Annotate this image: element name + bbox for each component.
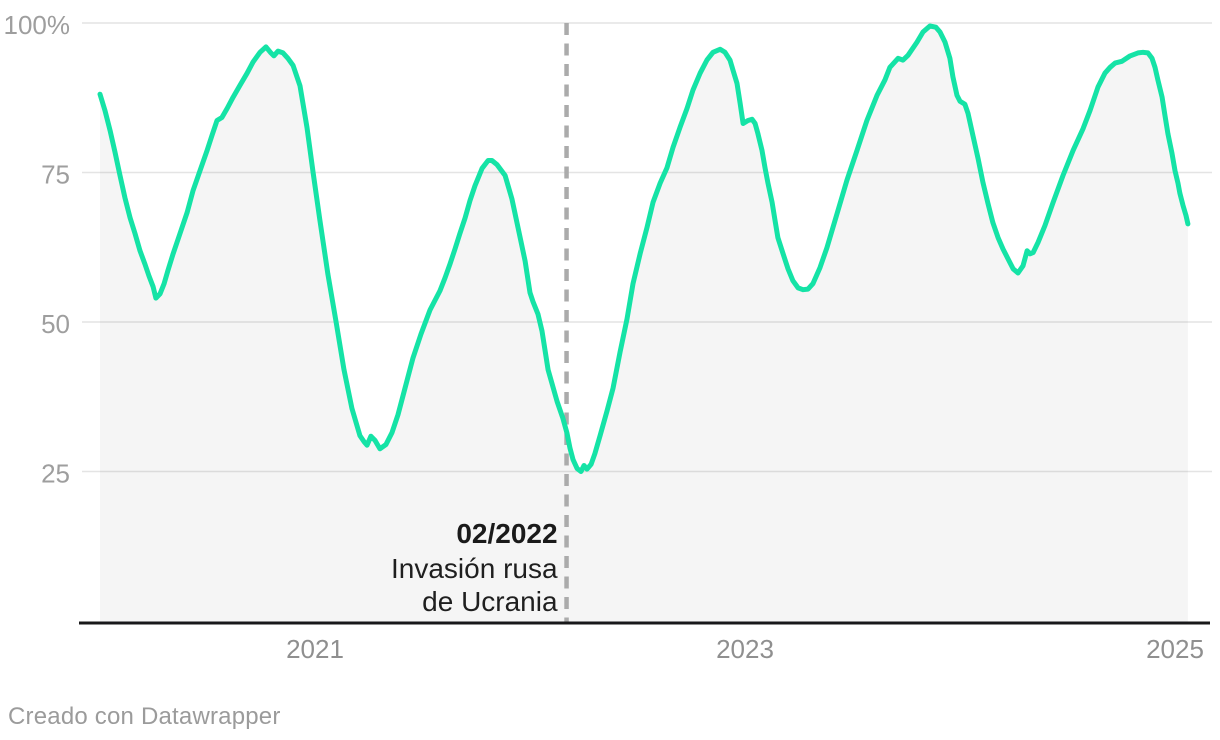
y-axis-tick-label: 75 [41,160,70,190]
footer-credit-link[interactable]: Creado con Datawrapper [8,703,281,730]
chart-area: 100% 75 50 25 02/2022 Invasión rusa de Ucrania… [4,10,1212,664]
x-axis-tick-label: 2021 [286,634,344,664]
x-axis-tick-label: 2025 [1146,634,1204,664]
x-axis-tick-label: 2023 [716,634,774,664]
series-line [97,23,1191,474]
area-fill [100,26,1188,622]
annotation-title: 02/2022 [456,518,557,549]
annotation-text-line: Invasión rusa [391,553,558,584]
chart-footer: Creado con Datawrapper [8,703,281,731]
y-axis-tick-label: 100% [4,10,71,40]
y-axis-tick-label: 25 [41,459,70,489]
y-axis-tick-label: 50 [41,309,70,339]
annotation-text-line: de Ucrania [422,586,558,617]
